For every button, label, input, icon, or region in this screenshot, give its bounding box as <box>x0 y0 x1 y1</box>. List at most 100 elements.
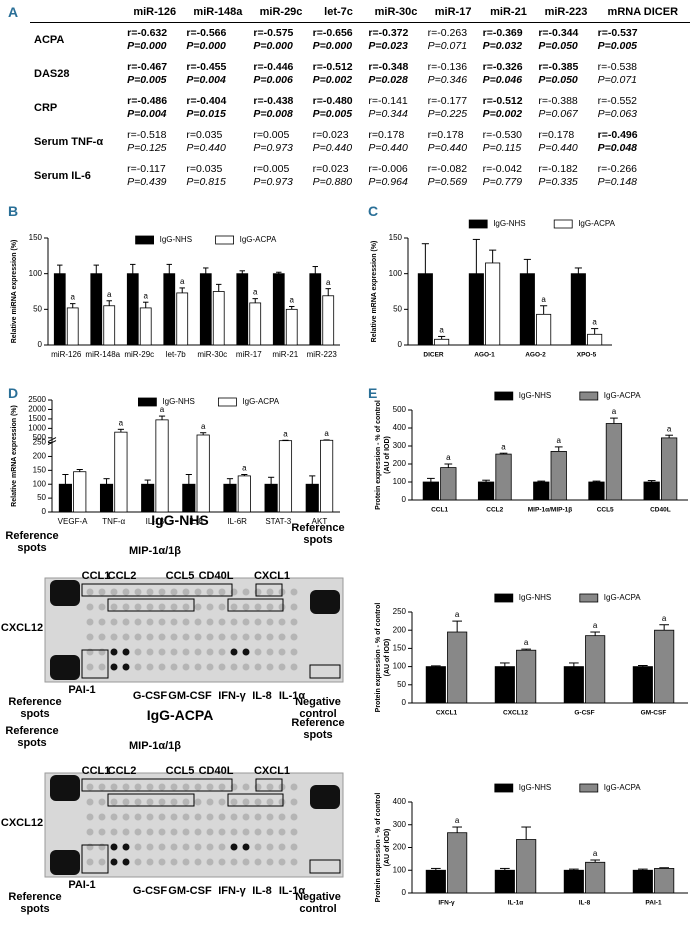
bar <box>176 292 189 346</box>
x-tick-label: miR-223 <box>307 350 338 359</box>
r-value: r=-0.512 <box>312 61 353 73</box>
r-value: r=-0.537 <box>597 27 638 39</box>
x-tick-label: miR-17 <box>236 350 262 359</box>
y-tick-label: 100 <box>393 477 407 486</box>
legend-label: IgG-ACPA <box>242 397 279 406</box>
bar <box>550 450 567 501</box>
y-tick-label: 0 <box>402 495 407 504</box>
spot <box>194 648 202 656</box>
membrane <box>44 577 344 683</box>
spot <box>146 858 154 866</box>
cell: r=-0.632 P=0.000 <box>125 23 184 58</box>
r-value: r=-0.486 <box>127 95 168 107</box>
x-tick-label: miR-126 <box>51 350 82 359</box>
significance-label: a <box>593 849 598 858</box>
bar <box>139 307 152 346</box>
x-tick-label: TNF-α <box>102 517 125 526</box>
x-tick-label: CXCL1 <box>436 710 458 717</box>
spot <box>218 633 226 641</box>
p-value: P=0.440 <box>427 142 468 154</box>
label-box <box>81 583 233 597</box>
r-value: r=0.023 <box>312 129 349 141</box>
y-tick-label: 1000 <box>28 423 46 432</box>
array-label: CXCL12 <box>0 622 44 634</box>
spot <box>278 843 286 851</box>
row-name: Serum TNF-α <box>34 135 104 148</box>
y-tick-label: 100 <box>29 269 43 278</box>
cell: r=0.035 P=0.815 <box>184 159 251 193</box>
spot <box>182 843 190 851</box>
p-value: P=0.000 <box>127 40 167 52</box>
spot <box>206 843 214 851</box>
spot <box>170 858 178 866</box>
bar <box>272 273 285 346</box>
spot <box>182 813 190 821</box>
spot <box>86 588 94 596</box>
cell: r=-0.446 P=0.006 <box>251 57 310 91</box>
spot <box>110 783 118 791</box>
significance-label: a <box>593 621 598 630</box>
spot <box>194 603 202 611</box>
p-value: P=0.440 <box>368 142 408 154</box>
r-value: r=0.178 <box>427 129 464 141</box>
cell: r=-0.182 P=0.335 <box>536 159 595 193</box>
r-value: r=0.023 <box>312 163 349 175</box>
negative-control <box>309 859 341 874</box>
legend-swatch <box>137 397 157 407</box>
cell: r=-0.326 P=0.046 <box>481 57 537 91</box>
bar <box>563 869 584 894</box>
spot <box>266 858 274 866</box>
p-value: P=0.005 <box>597 40 638 52</box>
r-value: r=-0.348 <box>368 61 409 73</box>
p-value: P=0.071 <box>597 74 638 86</box>
legend-label: IgG-NHS <box>519 593 551 602</box>
spot <box>122 648 130 656</box>
spot <box>278 648 286 656</box>
y-axis-label: (AU of IOD) <box>384 436 391 474</box>
p-value: P=0.028 <box>368 74 408 86</box>
p-value: P=0.148 <box>597 176 638 188</box>
row-name: Serum IL-6 <box>34 169 91 182</box>
spot <box>266 828 274 836</box>
r-value: r=-0.372 <box>368 27 409 39</box>
spot <box>206 828 214 836</box>
cell: r=-0.117 P=0.439 <box>125 159 184 193</box>
bar <box>519 273 535 346</box>
bar <box>434 338 450 346</box>
spot <box>194 798 202 806</box>
spot <box>122 813 130 821</box>
spot <box>206 813 214 821</box>
bar <box>322 295 335 346</box>
r-value: r=-0.006 <box>368 163 408 175</box>
spot <box>170 663 178 671</box>
x-tick-label: let-7b <box>166 350 187 359</box>
y-axis-label: Protein expression - % of control <box>375 400 382 510</box>
spot <box>290 603 298 611</box>
array-label: PAI-1 <box>68 684 96 696</box>
spot <box>134 843 142 851</box>
spot <box>218 618 226 626</box>
y-axis-label: Relative mRNA expression (%) <box>371 241 378 343</box>
p-value: P=0.032 <box>482 40 523 52</box>
bar <box>163 273 176 346</box>
bar <box>305 483 319 513</box>
spot <box>158 648 166 656</box>
spot <box>242 588 250 596</box>
spot <box>122 633 130 641</box>
table-row: Serum TNF-α r=-0.518 P=0.125 r=0.035 P=0.440… <box>30 125 690 159</box>
legend-swatch <box>579 391 599 401</box>
label-box <box>227 598 284 612</box>
spot <box>230 843 238 851</box>
legend-label: IgG-ACPA <box>240 235 277 244</box>
spot <box>134 633 142 641</box>
bar <box>447 631 468 704</box>
spot <box>86 783 94 791</box>
array-label: CD40L <box>198 570 234 582</box>
spot <box>242 813 250 821</box>
spot <box>86 858 94 866</box>
spot <box>266 783 274 791</box>
spot <box>86 798 94 806</box>
p-value: P=0.440 <box>312 142 353 154</box>
legend-label: IgG-ACPA <box>604 593 641 602</box>
r-value: r=-0.266 <box>597 163 638 175</box>
